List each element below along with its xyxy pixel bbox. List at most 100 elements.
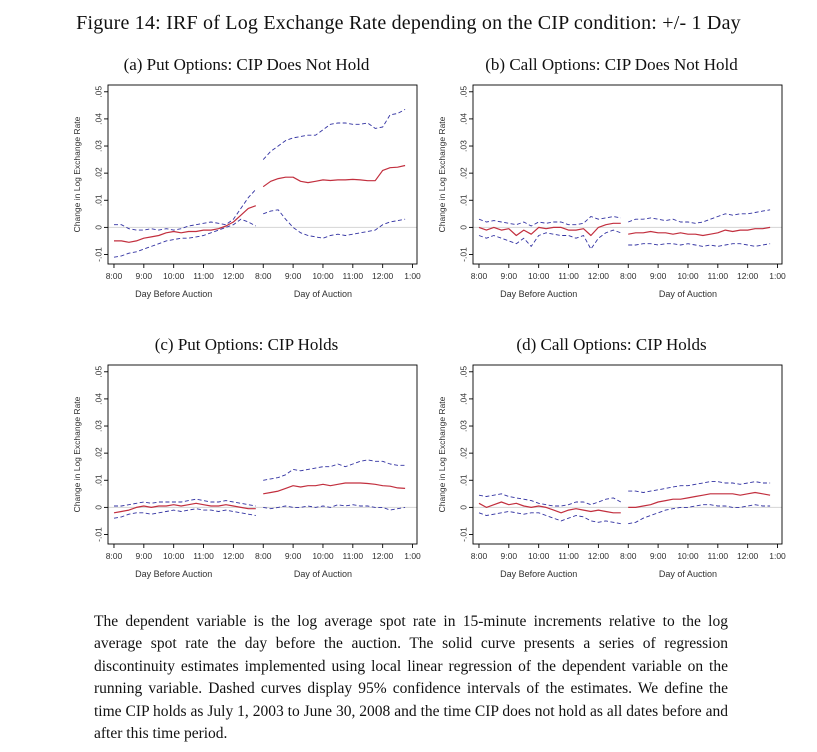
- svg-text:Change in Log Exchange Rate: Change in Log Exchange Rate: [72, 116, 82, 232]
- svg-text:11:00: 11:00: [558, 271, 579, 281]
- svg-text:.01: .01: [94, 474, 104, 486]
- svg-text:10:00: 10:00: [677, 271, 699, 281]
- svg-text:10:00: 10:00: [163, 271, 185, 281]
- svg-text:12:00: 12:00: [737, 551, 759, 561]
- svg-text:8:00: 8:00: [106, 271, 123, 281]
- svg-text:10:00: 10:00: [312, 271, 334, 281]
- svg-text:.03: .03: [94, 140, 104, 152]
- svg-text:-.01: -.01: [94, 527, 104, 542]
- svg-text:1:00: 1:00: [769, 551, 786, 561]
- svg-text:.02: .02: [94, 167, 104, 179]
- svg-text:Day Before Auction: Day Before Auction: [500, 569, 577, 579]
- svg-text:12:00: 12:00: [588, 271, 610, 281]
- svg-text:0: 0: [94, 225, 104, 230]
- svg-text:.05: .05: [94, 86, 104, 98]
- panel-a: (a) Put Options: CIP Does Not Hold -.01 0…: [68, 55, 425, 311]
- svg-text:9:00: 9:00: [285, 271, 302, 281]
- panel-a-chart: -.01 0 .01 .02 .03 .04 .05 Change in Log Exchan…: [72, 84, 421, 299]
- svg-text:Change in Log Exchange Rate: Change in Log Exchange Rate: [72, 396, 82, 512]
- svg-text:Change in Log Exchange Rate: Change in Log Exchange Rate: [437, 116, 447, 232]
- svg-text:12:00: 12:00: [223, 271, 245, 281]
- svg-text:12:00: 12:00: [372, 551, 394, 561]
- svg-text:10:00: 10:00: [163, 551, 185, 561]
- panel-d: (d) Call Options: CIP Holds -.01 0 .01 .02.…: [433, 335, 790, 591]
- svg-text:8:00: 8:00: [106, 551, 123, 561]
- svg-text:.05: .05: [94, 366, 104, 378]
- svg-text:9:00: 9:00: [285, 551, 302, 561]
- svg-text:-.01: -.01: [459, 527, 469, 542]
- svg-text:.04: .04: [459, 393, 469, 405]
- svg-text:-.01: -.01: [459, 247, 469, 262]
- figure-caption: The dependent variable is the log averag…: [94, 613, 728, 743]
- svg-text:.05: .05: [459, 86, 469, 98]
- svg-text:12:00: 12:00: [588, 551, 610, 561]
- svg-text:Day of Auction: Day of Auction: [294, 569, 352, 579]
- svg-text:.04: .04: [459, 113, 469, 125]
- svg-text:Change in Log Exchange Rate: Change in Log Exchange Rate: [437, 396, 447, 512]
- svg-text:9:00: 9:00: [501, 271, 518, 281]
- svg-text:.02: .02: [459, 167, 469, 179]
- svg-text:8:00: 8:00: [255, 551, 272, 561]
- svg-text:12:00: 12:00: [737, 271, 759, 281]
- svg-text:9:00: 9:00: [501, 551, 518, 561]
- panel-c-title: (c) Put Options: CIP Holds: [154, 335, 339, 354]
- panel-grid: (a) Put Options: CIP Does Not Hold -.01 0…: [68, 55, 790, 591]
- svg-text:.02: .02: [459, 447, 469, 459]
- svg-text:-.01: -.01: [94, 247, 104, 262]
- svg-text:8:00: 8:00: [255, 271, 272, 281]
- svg-text:0: 0: [459, 505, 469, 510]
- svg-text:12:00: 12:00: [372, 271, 394, 281]
- svg-text:.05: .05: [459, 366, 469, 378]
- svg-text:9:00: 9:00: [136, 551, 153, 561]
- svg-text:1:00: 1:00: [769, 271, 786, 281]
- svg-text:Day Before Auction: Day Before Auction: [135, 569, 212, 579]
- figure-title: Figure 14: IRF of Log Exchange Rate depe…: [76, 12, 741, 34]
- svg-text:0: 0: [459, 225, 469, 230]
- svg-text:1:00: 1:00: [404, 271, 421, 281]
- svg-text:.03: .03: [459, 140, 469, 152]
- panel-b-title: (b) Call Options: CIP Does Not Hold: [485, 55, 738, 74]
- svg-text:11:00: 11:00: [193, 551, 214, 561]
- svg-text:11:00: 11:00: [707, 271, 728, 281]
- svg-text:.04: .04: [94, 113, 104, 125]
- svg-text:.02: .02: [94, 447, 104, 459]
- svg-text:11:00: 11:00: [342, 271, 363, 281]
- svg-text:.01: .01: [459, 474, 469, 486]
- svg-text:12:00: 12:00: [223, 551, 245, 561]
- svg-text:9:00: 9:00: [650, 551, 667, 561]
- svg-text:.03: .03: [94, 420, 104, 432]
- svg-text:8:00: 8:00: [620, 551, 637, 561]
- svg-text:11:00: 11:00: [707, 551, 728, 561]
- svg-text:1:00: 1:00: [404, 551, 421, 561]
- svg-text:9:00: 9:00: [650, 271, 667, 281]
- svg-text:8:00: 8:00: [471, 271, 488, 281]
- svg-text:10:00: 10:00: [528, 271, 550, 281]
- svg-text:Day of Auction: Day of Auction: [294, 289, 352, 299]
- svg-text:11:00: 11:00: [193, 271, 214, 281]
- panel-c: (c) Put Options: CIP Holds -.01 0 .01 .02 .0…: [68, 335, 425, 591]
- svg-text:.01: .01: [94, 194, 104, 206]
- svg-text:Day of Auction: Day of Auction: [659, 569, 717, 579]
- svg-text:10:00: 10:00: [528, 551, 550, 561]
- svg-text:11:00: 11:00: [342, 551, 363, 561]
- panel-d-title: (d) Call Options: CIP Holds: [516, 335, 707, 354]
- panel-b: (b) Call Options: CIP Does Not Hold -.01…: [433, 55, 790, 311]
- svg-text:9:00: 9:00: [136, 271, 153, 281]
- svg-text:.01: .01: [459, 194, 469, 206]
- svg-text:Day Before Auction: Day Before Auction: [135, 289, 212, 299]
- svg-text:8:00: 8:00: [471, 551, 488, 561]
- svg-text:Day of Auction: Day of Auction: [659, 289, 717, 299]
- svg-text:0: 0: [94, 505, 104, 510]
- svg-text:11:00: 11:00: [558, 551, 579, 561]
- panel-d-chart: -.01 0 .01 .02 .03 .04 .05 Change in Log Exchan…: [437, 364, 786, 579]
- panel-c-chart: -.01 0 .01 .02 .03 .04 .05 Change in Log Exchan…: [72, 364, 421, 579]
- svg-text:10:00: 10:00: [312, 551, 334, 561]
- svg-text:.03: .03: [459, 420, 469, 432]
- svg-text:10:00: 10:00: [677, 551, 699, 561]
- svg-text:.04: .04: [94, 393, 104, 405]
- svg-text:Day Before Auction: Day Before Auction: [500, 289, 577, 299]
- svg-text:8:00: 8:00: [620, 271, 637, 281]
- panel-b-chart: -.01 0 .01 .02 .03 .04 .05 Change in Log Exchan…: [437, 84, 786, 299]
- panel-a-title: (a) Put Options: CIP Does Not Hold: [123, 55, 370, 74]
